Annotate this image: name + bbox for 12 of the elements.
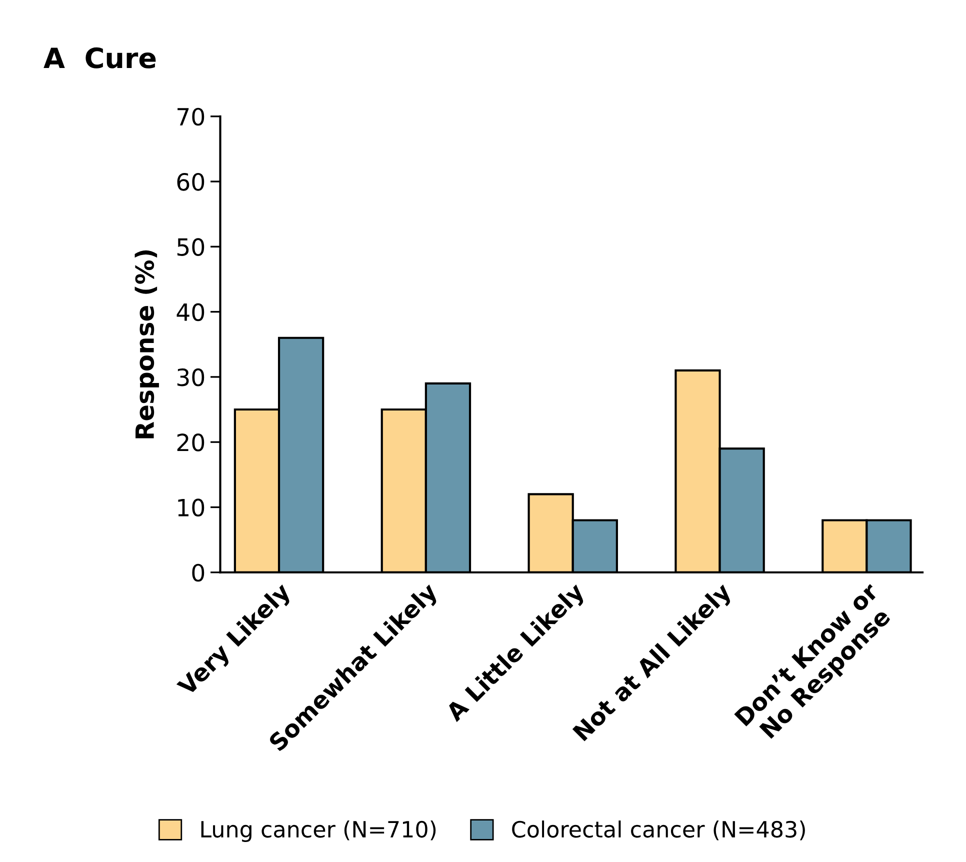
chart-title: A Cure [44,47,156,68]
legend-label: Lung cancer (N=710) [201,820,436,842]
y-axis-title: Response (%) [134,250,159,438]
y-tick-label: 10 [178,498,204,517]
y-tick-label: 40 [176,303,204,322]
y-tick-label: 20 [177,434,204,452]
y-tick-label: 0 [192,564,204,582]
legend-label: Colorectal cancer (N=483) [512,820,805,840]
y-tick-label: 70 [178,108,204,126]
y-tick-label: 60 [177,172,204,191]
y-tick-label: 30 [177,368,204,386]
y-tick-label: 50 [177,238,204,256]
